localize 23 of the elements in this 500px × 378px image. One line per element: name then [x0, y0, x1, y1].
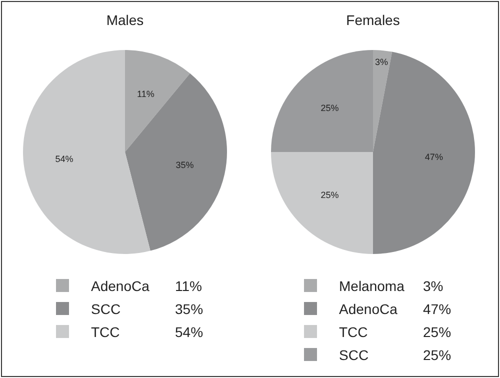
legend-label: AdenoCa: [339, 300, 398, 316]
chart-title: Males: [105, 12, 145, 28]
legend-label: SCC: [91, 300, 122, 316]
legend-label: TCC: [339, 324, 369, 340]
data-label: 25%: [320, 103, 339, 114]
data-label: 3%: [374, 57, 388, 68]
legend-label: TCC: [91, 324, 121, 340]
legend-label: SCC: [339, 346, 370, 362]
legend-label: Melanoma: [339, 278, 406, 294]
legend-label: AdenoCa: [91, 278, 150, 294]
data-label: 25%: [320, 190, 339, 200]
text: 35%: [175, 300, 204, 316]
text: 11%: [175, 278, 202, 294]
data-label: 35%: [176, 160, 194, 170]
text: 25%: [423, 324, 452, 340]
text: 3%: [423, 278, 444, 294]
text: 54%: [175, 324, 204, 340]
data-label: 54%: [55, 154, 74, 164]
data-label: 47%: [424, 152, 443, 162]
chart-title: Females: [345, 12, 401, 28]
text: 25%: [423, 346, 452, 362]
data-label: 11%: [137, 88, 154, 99]
text: 47%: [423, 300, 452, 316]
